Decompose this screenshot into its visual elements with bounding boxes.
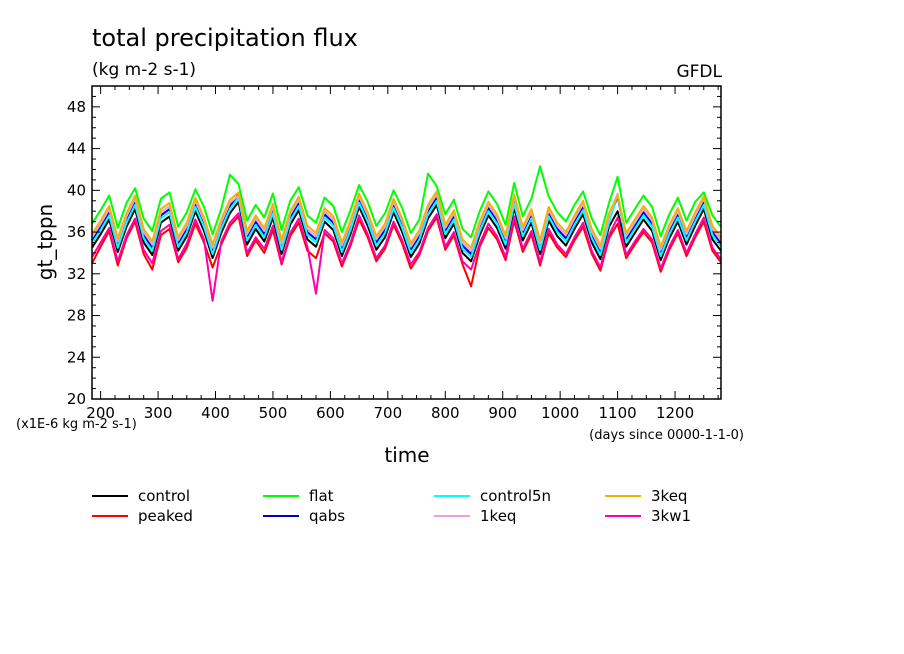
series-line-control xyxy=(91,200,722,263)
legend: control peaked flat qabs control5n 1keq 3keq 3k… xyxy=(92,487,691,525)
y-tick-label: 48 xyxy=(67,98,86,116)
x-tick-label: 1000 xyxy=(541,404,579,422)
x-tick-label: 900 xyxy=(488,404,517,422)
series-line-flat xyxy=(91,165,722,239)
x-axis-label: time xyxy=(384,443,429,467)
series-line-3kw1 xyxy=(91,212,722,302)
x-tick-label: 300 xyxy=(144,404,173,422)
y-tick-label: 44 xyxy=(67,140,86,158)
chart-title: total precipitation flux xyxy=(92,24,358,52)
legend-label-control5n: control5n xyxy=(480,487,551,505)
legend-label-3keq: 3keq xyxy=(651,487,687,505)
y-axis-label: gt_tppn xyxy=(33,204,57,280)
y-tick-label: 28 xyxy=(67,307,86,325)
y-tick-label: 24 xyxy=(67,348,86,366)
axis-ticks: 200 300 400 500 600 700 800 900 1000 1100 1200 20 24… xyxy=(67,86,721,422)
x-tick-label: 700 xyxy=(374,404,403,422)
x-tick-label: 1200 xyxy=(656,404,694,422)
series-layer xyxy=(91,165,722,302)
source-label: GFDL xyxy=(676,62,722,82)
legend-label-control: control xyxy=(138,487,190,505)
y-scale-note: (x1E-6 kg m-2 s-1) xyxy=(16,417,137,432)
y-tick-label: 36 xyxy=(67,223,86,241)
series-line-3keq xyxy=(91,190,722,249)
y-tick-label: 20 xyxy=(67,390,86,408)
x-tick-label: 600 xyxy=(316,404,345,422)
x-tick-label: 1100 xyxy=(599,404,637,422)
x-tick-label: 800 xyxy=(431,404,460,422)
y-tick-label: 40 xyxy=(67,181,86,199)
y-tick-label: 32 xyxy=(67,265,86,283)
legend-label-3kw1: 3kw1 xyxy=(651,507,691,525)
legend-label-qabs: qabs xyxy=(309,507,345,525)
series-line-peaked xyxy=(91,215,722,288)
legend-label-flat: flat xyxy=(309,487,334,505)
x-tick-label: 400 xyxy=(201,404,230,422)
x-units-note: (days since 0000-1-1-0) xyxy=(589,428,744,443)
legend-label-1keq: 1keq xyxy=(480,507,516,525)
legend-label-peaked: peaked xyxy=(138,507,193,525)
x-tick-label: 500 xyxy=(259,404,288,422)
x-tick-label: 200 xyxy=(86,404,115,422)
chart-subtitle: (kg m-2 s-1) xyxy=(92,60,196,80)
